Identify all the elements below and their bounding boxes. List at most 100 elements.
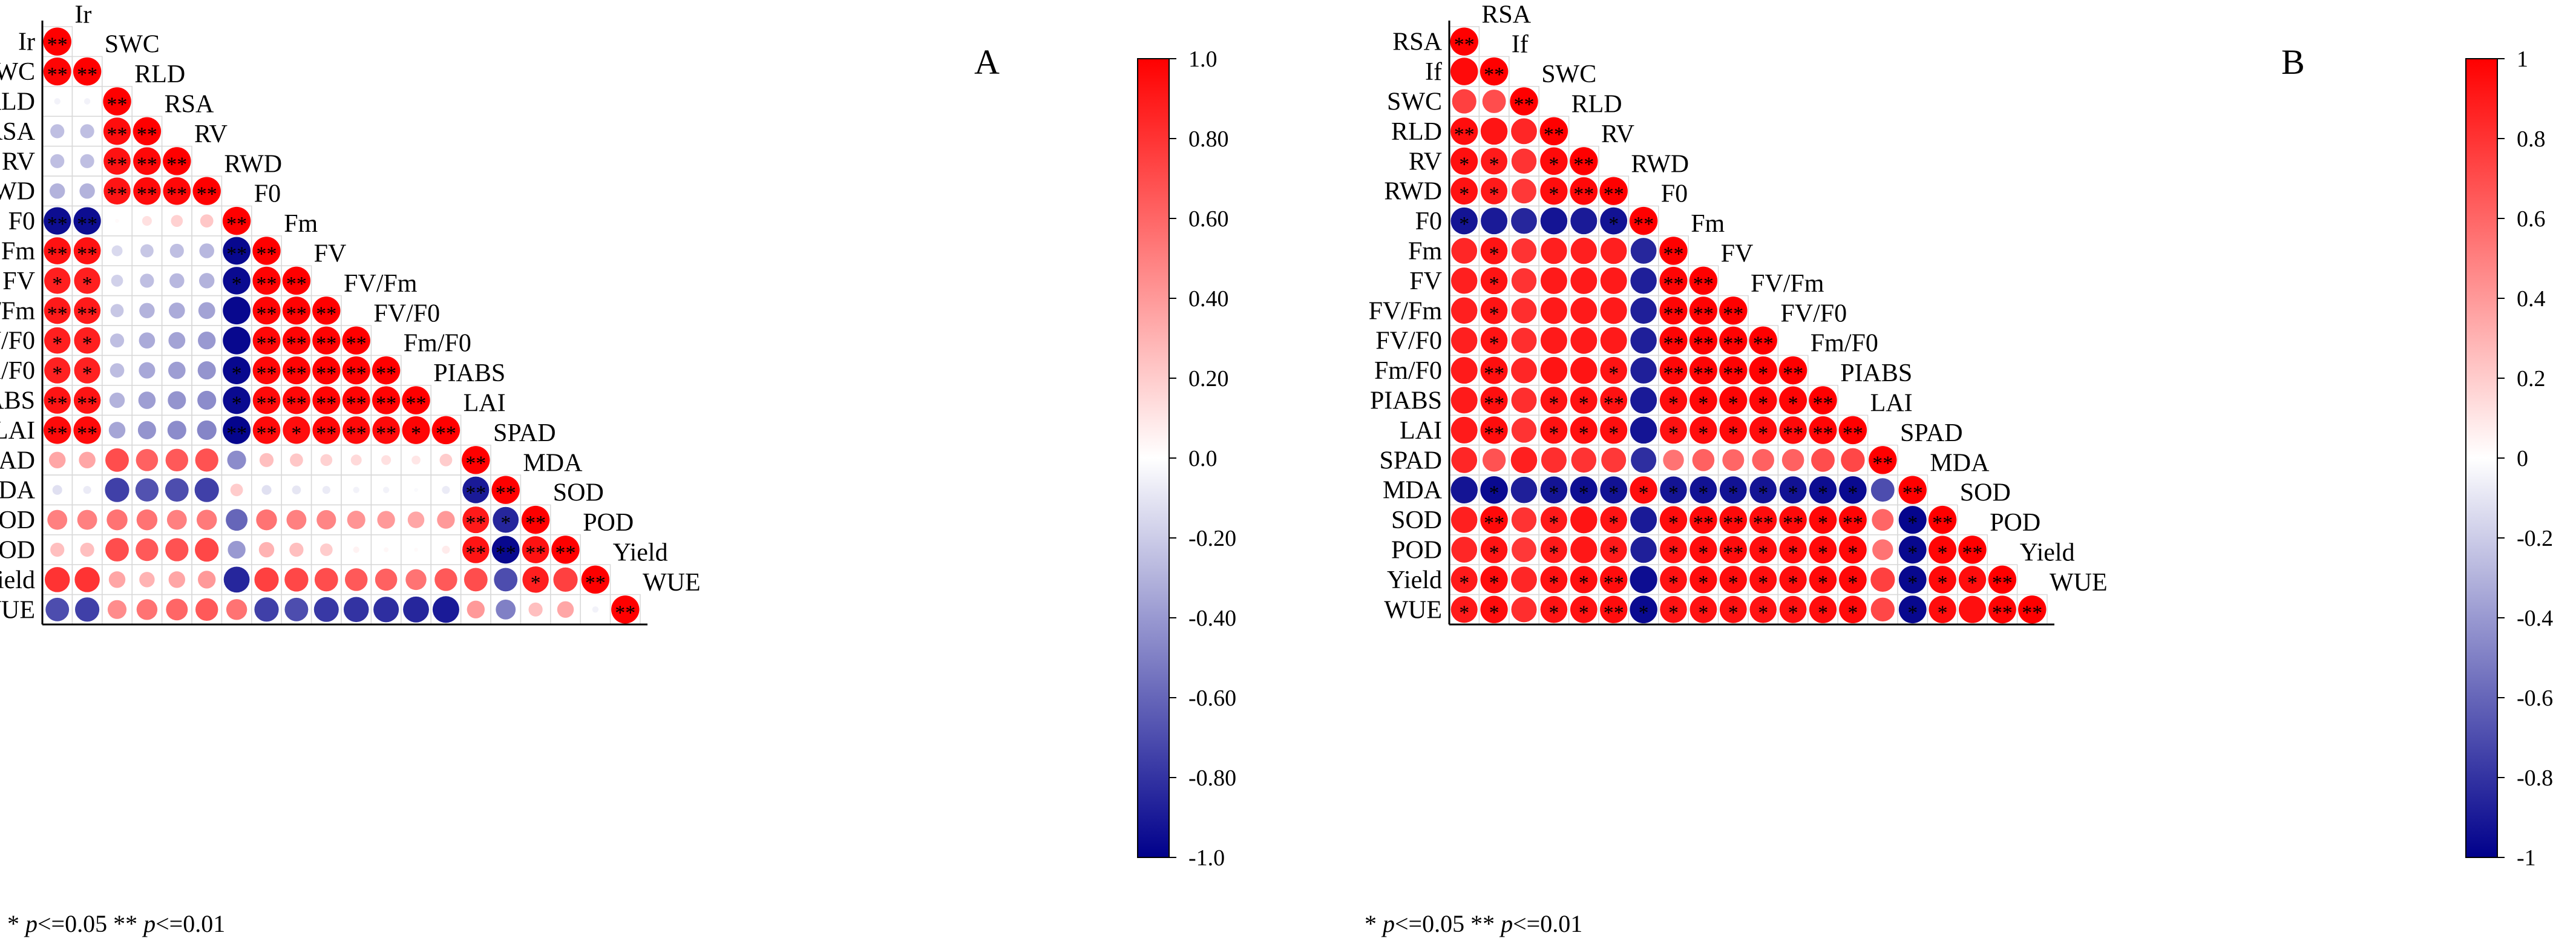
- significance-mark: **: [316, 303, 336, 325]
- significance-mark: **: [47, 243, 68, 266]
- correlation-circle-a-spad-rld: [105, 448, 129, 472]
- correlation-circle-a-spad-spad: [462, 446, 490, 474]
- correlation-circle-b-wue-swc: [1511, 597, 1537, 623]
- significance-mark: **: [1604, 601, 1624, 624]
- correlation-circle-b-f0-swc: [1511, 208, 1537, 234]
- diagonal-label-piabs: PIABS: [433, 359, 505, 387]
- significance-mark: **: [1604, 572, 1624, 594]
- correlation-circle-b-pod-rsa: [1451, 537, 1478, 563]
- correlation-circle-a-wue-fv: [284, 597, 309, 621]
- correlation-circle-a-wue-lai: [432, 596, 459, 623]
- correlation-circle-b-pod-lai: [1839, 536, 1867, 564]
- significance-mark: **: [436, 422, 456, 445]
- correlation-circle-a-ir-ir: [43, 27, 71, 56]
- diagonal-label-f0: F0: [254, 180, 281, 208]
- correlation-circle-b-mda-if: [1480, 476, 1508, 504]
- significance-mark: *: [1788, 482, 1798, 505]
- correlation-circle-b-wue-fv: [1689, 595, 1717, 623]
- diagonal-label-yield: Yield: [613, 539, 668, 567]
- correlation-circle-b-mda-fv-f0: [1749, 476, 1777, 503]
- diagonal-label-f0: F0: [1661, 180, 1688, 208]
- correlation-circle-b-wue-mda: [1898, 595, 1927, 624]
- correlation-circle-a-fv-fm-rld: [110, 304, 124, 318]
- correlation-circle-b-fv-f0: [1630, 267, 1657, 294]
- correlation-circle-b-fv-fm-fv-fm: [1719, 296, 1748, 325]
- colorbar: [1137, 58, 1170, 858]
- significance-mark: **: [77, 64, 97, 86]
- significance-mark: *: [52, 333, 62, 355]
- correlation-circle-b-yield-fm-f0: [1779, 566, 1807, 594]
- correlation-circle-a-mda-rld: [105, 477, 129, 502]
- correlation-circle-a-fm-f0-rv: [168, 361, 186, 379]
- significance-mark: **: [1544, 123, 1564, 146]
- correlation-circle-b-spad-swc: [1510, 447, 1538, 474]
- colorbar: [2465, 58, 2498, 858]
- correlation-circle-a-fv-fm: [252, 266, 281, 295]
- colorbar-tick-label: -0.8: [2517, 765, 2553, 791]
- correlation-circle-b-sod-lai: [1838, 506, 1867, 534]
- colorbar-tick-label: -0.40: [1188, 606, 1236, 631]
- significance-mark: *: [232, 273, 242, 295]
- correlation-circle-b-lai-fv-f0: [1749, 416, 1777, 444]
- correlation-circle-a-fm-f0-fm: [252, 356, 281, 384]
- significance-mark: *: [1608, 482, 1619, 505]
- correlation-circle-b-rwd-if: [1481, 177, 1508, 205]
- correlation-circle-b-spad-piabs: [1811, 448, 1835, 472]
- significance-mark: *: [82, 273, 93, 295]
- correlation-circle-b-lai-fm: [1660, 416, 1687, 444]
- significance-mark: **: [286, 273, 307, 295]
- significance-mark: **: [1663, 303, 1684, 325]
- correlation-circle-a-swc-swc: [73, 57, 102, 86]
- significance-mark: *: [1907, 572, 1918, 594]
- row-label-fv: FV: [1409, 267, 1442, 295]
- correlation-circle-a-fv-rwd: [198, 273, 215, 289]
- correlation-circle-b-yield-sod: [1929, 566, 1956, 594]
- significance-mark: **: [257, 422, 277, 445]
- significance-mark: *: [1459, 213, 1469, 235]
- correlation-circle-a-piabs-rv: [168, 391, 186, 410]
- significance-mark: *: [1489, 333, 1499, 355]
- correlation-circle-a-mda-fv-f0: [353, 486, 359, 493]
- diagonal-label-fm-f0: Fm/F0: [404, 330, 471, 358]
- significance-mark: *: [1967, 572, 1978, 594]
- significance-mark: **: [197, 183, 217, 206]
- significance-mark: **: [1604, 393, 1624, 415]
- correlation-circle-b-wue-fv-f0: [1749, 596, 1777, 623]
- correlation-circle-b-sod-rsa: [1450, 506, 1478, 533]
- correlation-circle-a-fm-f0-f0: [223, 356, 251, 384]
- correlation-circle-b-fm-swc: [1511, 238, 1537, 264]
- correlation-circle-b-pod-pod: [1958, 536, 1987, 564]
- correlation-circle-a-spad-lai: [439, 453, 453, 467]
- significance-mark: **: [1813, 422, 1834, 445]
- correlation-circle-b-rld-swc: [1511, 118, 1537, 145]
- correlation-circle-b-spad-fm-f0: [1781, 449, 1804, 471]
- colorbar-tick-label: -1: [2517, 845, 2536, 871]
- correlation-circle-b-fv-if: [1480, 267, 1508, 295]
- correlation-circle-a-yield-piabs: [405, 569, 427, 591]
- significance-mark: **: [525, 542, 546, 565]
- significance-mark: **: [1932, 512, 1953, 534]
- correlation-circle-a-wue-mda: [496, 599, 516, 620]
- correlation-circle-b-fm-rv: [1570, 237, 1598, 264]
- correlation-circle-a-rld-swc: [84, 98, 91, 105]
- correlation-circle-a-wue-pod: [557, 601, 574, 618]
- significance-mark: **: [226, 243, 247, 266]
- correlation-circle-b-lai-lai: [1838, 416, 1867, 445]
- significance-mark: *: [232, 393, 242, 415]
- significance-mark: **: [286, 303, 307, 325]
- correlation-circle-a-pod-rv: [165, 538, 189, 562]
- significance-mark: *: [1549, 542, 1559, 565]
- correlation-circle-a-fv-f0-fv-fm: [312, 326, 341, 355]
- correlation-circle-b-f0-rwd: [1600, 207, 1628, 235]
- correlation-circle-a-pod-fv-f0: [353, 546, 359, 553]
- significance-mark: *: [1788, 393, 1798, 415]
- significance-mark: *: [1489, 273, 1499, 295]
- significance-mark: **: [316, 362, 336, 385]
- significance-mark: *: [1907, 601, 1918, 624]
- significance-mark: *: [1549, 153, 1559, 175]
- correlation-circle-a-f0-rv: [171, 215, 183, 227]
- correlation-circle-b-fv-f0-rld: [1540, 327, 1567, 354]
- colorbar-tick-label: -0.20: [1188, 526, 1236, 551]
- correlation-circle-a-wue-ir: [45, 597, 70, 621]
- correlation-circle-a-pod-fm: [258, 542, 275, 558]
